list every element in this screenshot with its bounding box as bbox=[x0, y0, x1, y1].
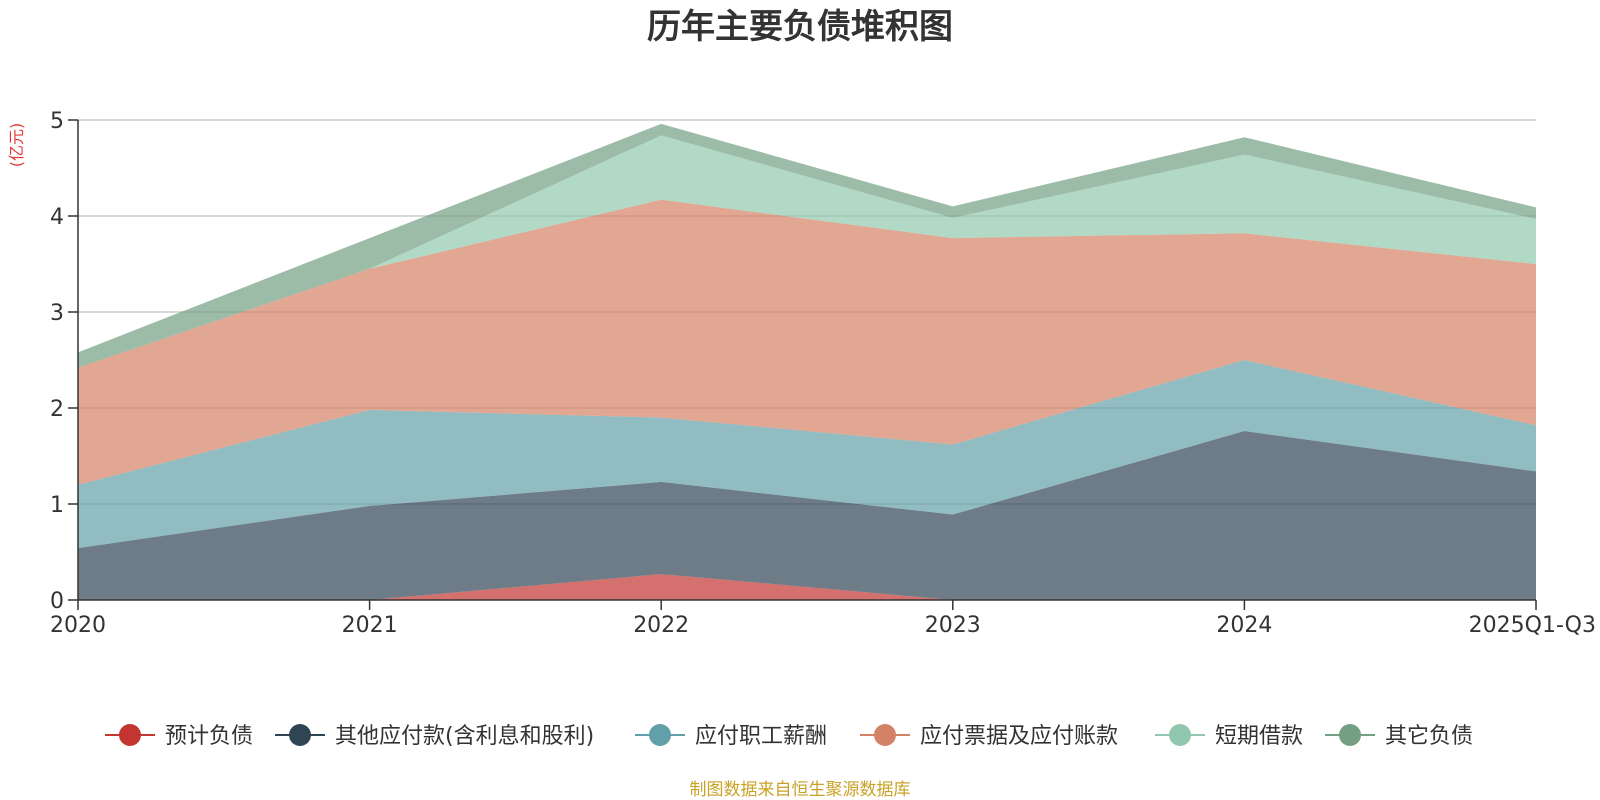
legend-label: 其它负债 bbox=[1385, 724, 1473, 749]
area-series-1 bbox=[78, 431, 1536, 600]
y-tick-label: 0 bbox=[50, 589, 64, 614]
legend-item[interactable]: 其他应付款(含利息和股利) bbox=[275, 724, 594, 749]
axes: 2020 2021 2022 2023 2024 2025Q1-Q3 bbox=[50, 120, 1596, 638]
legend-label: 应付职工薪酬 bbox=[695, 724, 827, 749]
area-series-0 bbox=[78, 574, 1536, 600]
y-tick-label: 1 bbox=[50, 493, 64, 518]
legend-label: 预计负债 bbox=[165, 724, 253, 749]
series-areas bbox=[78, 123, 1536, 600]
legend-item[interactable]: 其它负债 bbox=[1325, 724, 1473, 749]
legend-marker-icon bbox=[289, 724, 311, 746]
data-source-note: 制图数据来自恒生聚源数据库 bbox=[690, 780, 911, 800]
x-tick-label: 2025Q1-Q3 bbox=[1469, 613, 1596, 638]
legend-label: 其他应付款(含利息和股利) bbox=[335, 724, 594, 749]
legend-label: 短期借款 bbox=[1215, 724, 1303, 749]
y-tick-label: 2 bbox=[50, 397, 64, 422]
area-series-2 bbox=[78, 360, 1536, 549]
area-series-5 bbox=[78, 123, 1536, 368]
legend-marker-icon bbox=[1339, 724, 1361, 746]
legend-item[interactable]: 应付职工薪酬 bbox=[635, 724, 827, 749]
legend-marker-icon bbox=[1169, 724, 1191, 746]
legend[interactable]: 预计负债 其他应付款(含利息和股利) 应付职工薪酬 应付票据及应付账款 短期借款 其它负债 bbox=[105, 724, 1473, 749]
legend-item[interactable]: 预计负债 bbox=[105, 724, 253, 749]
x-tick-label: 2020 bbox=[50, 613, 106, 638]
y-tick-label: 5 bbox=[50, 109, 64, 134]
legend-label: 应付票据及应付账款 bbox=[920, 724, 1118, 749]
x-tick-label: 2022 bbox=[633, 613, 689, 638]
y-tick-label: 4 bbox=[50, 205, 64, 230]
legend-marker-icon bbox=[649, 724, 671, 746]
area-series-4 bbox=[78, 135, 1536, 368]
x-tick-label: 2023 bbox=[925, 613, 981, 638]
legend-marker-icon bbox=[874, 724, 896, 746]
chart-title: 历年主要负债堆积图 bbox=[647, 7, 953, 47]
area-series-3 bbox=[78, 199, 1536, 485]
y-axis-unit-label: (亿元) bbox=[7, 123, 26, 168]
x-tick-label: 2021 bbox=[342, 613, 398, 638]
legend-item[interactable]: 短期借款 bbox=[1155, 724, 1303, 749]
y-tick-label: 3 bbox=[50, 301, 64, 326]
legend-marker-icon bbox=[119, 724, 141, 746]
x-tick-label: 2024 bbox=[1216, 613, 1272, 638]
legend-item[interactable]: 应付票据及应付账款 bbox=[860, 724, 1118, 749]
